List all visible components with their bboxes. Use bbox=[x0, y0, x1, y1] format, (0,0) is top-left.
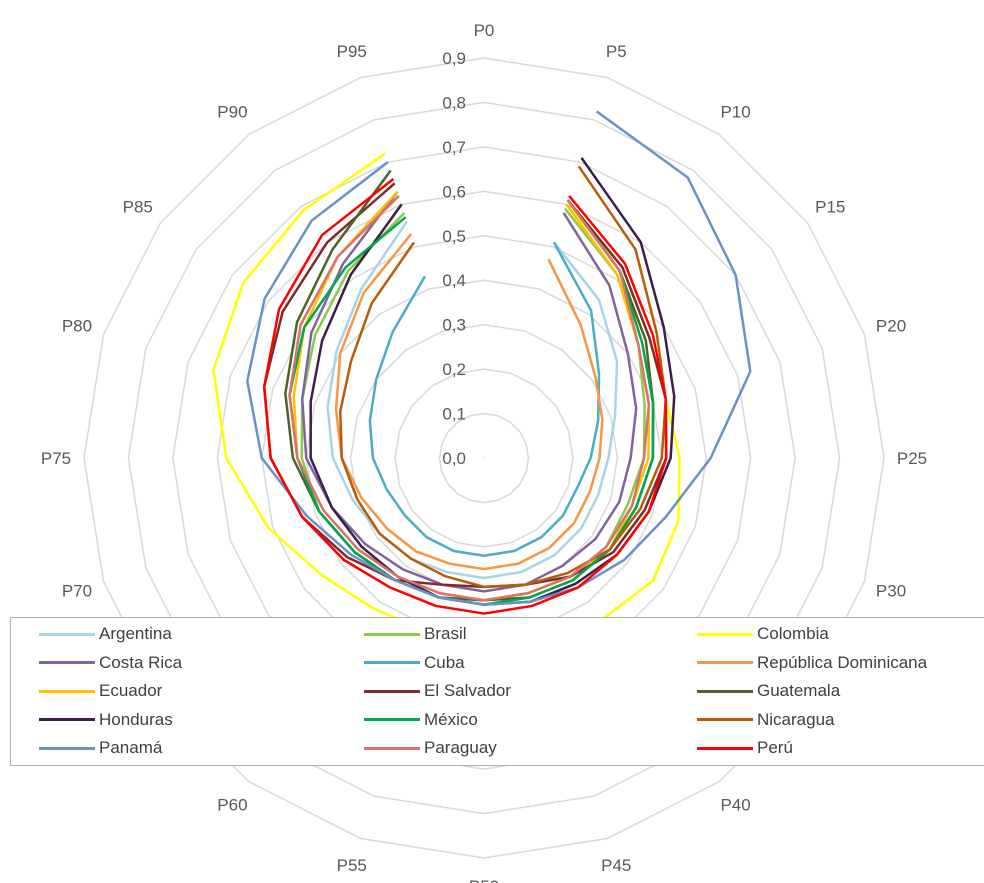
axis-label-p45: P45 bbox=[601, 856, 631, 875]
axis-label-p40: P40 bbox=[720, 795, 750, 814]
legend-swatch bbox=[364, 661, 420, 664]
legend-label: Perú bbox=[757, 738, 793, 757]
legend-item: Argentina bbox=[39, 622, 172, 646]
legend-item: Cuba bbox=[364, 651, 465, 675]
ring-label: 0,8 bbox=[442, 93, 466, 112]
legend-swatch bbox=[364, 746, 420, 750]
ring-label: 0,2 bbox=[442, 360, 466, 379]
legend-item: Ecuador bbox=[39, 679, 162, 703]
legend-label: México bbox=[424, 709, 478, 729]
legend-label: República Dominicana bbox=[757, 652, 928, 672]
grid-ring bbox=[394, 368, 574, 548]
legend-item: Honduras bbox=[39, 708, 173, 732]
legend-item: Nicaragua bbox=[697, 708, 835, 732]
axis-label-p20: P20 bbox=[876, 317, 906, 336]
axis-label-p95: P95 bbox=[337, 42, 367, 61]
legend-swatch bbox=[697, 661, 753, 664]
series-line-panamá bbox=[246, 110, 752, 606]
axis-label-p25: P25 bbox=[897, 449, 927, 468]
legend-item: Guatemala bbox=[697, 679, 840, 703]
legend-label: Cuba bbox=[424, 652, 465, 672]
legend-swatch bbox=[39, 661, 95, 664]
grid-ring bbox=[83, 57, 885, 859]
legend-label: Panamá bbox=[99, 738, 163, 757]
series-line-costa-rica bbox=[300, 190, 638, 593]
legend-label: Costa Rica bbox=[99, 652, 183, 672]
axis-label-p0: P0 bbox=[474, 21, 495, 40]
axis-label-p85: P85 bbox=[123, 197, 153, 216]
legend-label: Honduras bbox=[99, 709, 173, 729]
legend-item: Brasil bbox=[364, 622, 467, 646]
series-line-cuba bbox=[368, 241, 601, 558]
grid-ring bbox=[172, 146, 796, 770]
ring-label: 0,5 bbox=[442, 227, 466, 246]
series-line-argentina bbox=[326, 220, 619, 580]
ring-label: 0,9 bbox=[442, 49, 466, 68]
legend-label: Brasil bbox=[424, 624, 467, 643]
legend-item: México bbox=[364, 708, 478, 732]
axis-label-p50: P50 bbox=[469, 877, 499, 883]
legend-item: Perú bbox=[697, 736, 793, 760]
legend-swatch bbox=[39, 718, 95, 721]
axis-labels: P0P5P10P15P20P25P30P35P40P45P50P55P60P65… bbox=[41, 21, 927, 883]
axis-label-p5: P5 bbox=[606, 42, 627, 61]
axis-label-p80: P80 bbox=[62, 317, 92, 336]
legend-swatch bbox=[697, 632, 753, 636]
axis-label-p60: P60 bbox=[217, 795, 247, 814]
legend-swatch bbox=[39, 632, 95, 636]
legend-label: Paraguay bbox=[424, 738, 497, 757]
legend-item: Panamá bbox=[39, 736, 162, 760]
legend-label: Nicaragua bbox=[757, 709, 835, 729]
ring-label: 0,4 bbox=[442, 271, 466, 290]
ring-labels: 0,0 0,1 0,2 0,3 0,4 0,5 0,6 0,7 0,8 0,9 bbox=[442, 49, 466, 468]
series-line-república-dominicana bbox=[334, 233, 604, 571]
grid-ring bbox=[127, 101, 841, 815]
series-lines bbox=[212, 110, 752, 642]
legend-label: Colombia bbox=[757, 624, 829, 643]
ring-label: 0,6 bbox=[442, 182, 466, 201]
legend-item: Paraguay bbox=[364, 736, 497, 760]
legend-swatch bbox=[39, 689, 95, 693]
axis-label-p10: P10 bbox=[720, 103, 750, 122]
legend-label: Guatemala bbox=[757, 681, 841, 700]
axis-label-p90: P90 bbox=[217, 103, 247, 122]
legend-swatch bbox=[697, 746, 753, 750]
legend-item: El Salvador bbox=[364, 679, 511, 703]
legend-label: El Salvador bbox=[424, 681, 511, 700]
axis-label-p15: P15 bbox=[815, 197, 845, 216]
legend-swatch bbox=[364, 632, 420, 636]
legend-item: Costa Rica bbox=[39, 651, 182, 675]
ring-label: 0,7 bbox=[442, 138, 466, 157]
legend-label: Ecuador bbox=[99, 681, 163, 700]
axis-label-p55: P55 bbox=[337, 856, 367, 875]
axis-label-p30: P30 bbox=[876, 581, 906, 600]
axis-label-p75: P75 bbox=[41, 449, 71, 468]
ring-label: 0,1 bbox=[442, 405, 466, 424]
legend-swatch bbox=[697, 718, 753, 721]
legend-label: Argentina bbox=[99, 624, 172, 643]
legend: Argentina Brasil Colombia Costa Rica Cuba Rep… bbox=[10, 617, 984, 766]
legend-swatch bbox=[39, 746, 95, 750]
ring-label: 0,0 bbox=[442, 449, 466, 468]
legend-swatch bbox=[364, 718, 420, 721]
ring-label: 0,3 bbox=[442, 316, 466, 335]
legend-swatch bbox=[697, 689, 753, 693]
legend-item: República Dominicana bbox=[697, 651, 927, 675]
grid-ring bbox=[438, 412, 530, 504]
axis-label-p70: P70 bbox=[62, 581, 92, 600]
legend-item: Colombia bbox=[697, 622, 829, 646]
series-line-perú bbox=[262, 178, 668, 615]
legend-swatch bbox=[364, 689, 420, 693]
series-line-paraguay bbox=[288, 195, 651, 602]
